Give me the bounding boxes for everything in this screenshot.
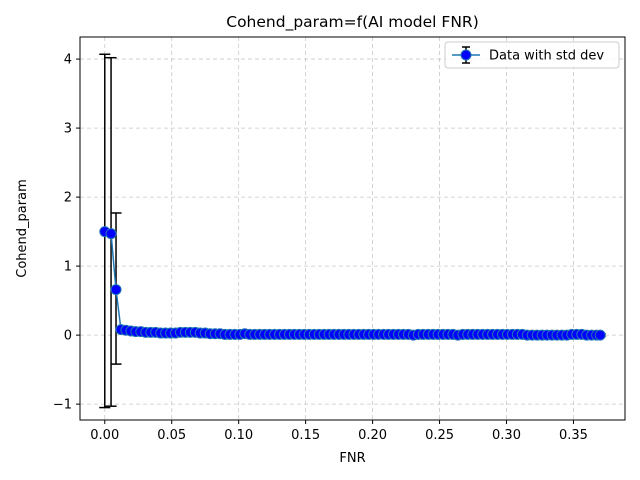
y-tick-label: 3 (64, 122, 72, 137)
y-tick-label: −1 (53, 398, 72, 413)
x-tick-label: 0.00 (90, 428, 119, 443)
y-axis-ticks: −1 0 1 2 3 4 (53, 53, 80, 413)
x-tick-label: 0.25 (425, 428, 454, 443)
legend-marker (452, 46, 480, 64)
x-tick-label: 0.30 (492, 428, 521, 443)
chart-title: Cohend_param=f(AI model FNR) (226, 13, 479, 32)
legend: Data with std dev (444, 41, 620, 69)
data-point (594, 329, 606, 341)
y-tick-label: 2 (64, 191, 72, 206)
y-tick-label: 1 (64, 260, 72, 275)
x-tick-label: 0.35 (559, 428, 588, 443)
x-axis-label: FNR (339, 451, 365, 466)
data-point (110, 284, 122, 296)
y-tick-label: 4 (64, 53, 72, 68)
y-tick-label: 0 (64, 329, 72, 344)
data-point (105, 228, 117, 240)
legend-box (444, 41, 620, 69)
grid (80, 37, 625, 420)
x-tick-label: 0.20 (358, 428, 387, 443)
data-markers (99, 226, 606, 341)
x-tick-label: 0.15 (291, 428, 320, 443)
x-tick-label: 0.10 (224, 428, 253, 443)
legend-point (460, 49, 472, 61)
axes-frame (79, 36, 626, 421)
x-axis-ticks: 0.00 0.05 0.10 0.15 0.20 0.25 0.30 0.35 (90, 420, 588, 443)
legend-label: Data with std dev (489, 49, 604, 64)
y-axis-label: Cohend_param (15, 179, 30, 277)
x-tick-label: 0.05 (157, 428, 186, 443)
